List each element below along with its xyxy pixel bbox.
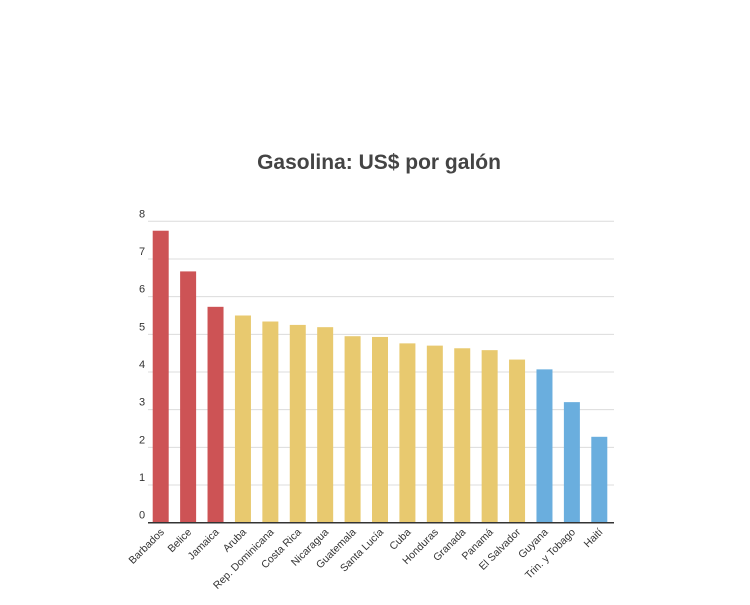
bar <box>207 306 224 523</box>
bar <box>317 327 334 523</box>
bar <box>426 345 443 523</box>
bar <box>180 271 197 523</box>
y-tick-label: 7 <box>139 246 145 258</box>
y-tick-label: 1 <box>139 472 145 484</box>
bar <box>234 315 251 523</box>
chart-title: Gasolina: US$ por galón <box>257 151 501 174</box>
bar <box>262 321 279 523</box>
bar <box>372 336 388 523</box>
bar <box>399 343 416 523</box>
y-tick-label: 0 <box>139 510 145 522</box>
bar <box>536 369 553 523</box>
bar <box>481 350 498 523</box>
y-tick-label: 6 <box>139 284 145 296</box>
bar <box>563 402 580 523</box>
y-tick-label: 4 <box>139 359 145 371</box>
bar <box>509 359 526 523</box>
bar <box>152 230 169 523</box>
bar <box>454 348 471 523</box>
bar <box>591 436 608 523</box>
y-tick-label: 2 <box>139 434 145 446</box>
x-tick-label: Haití <box>582 526 606 550</box>
x-tick-label: Barbados <box>127 526 167 566</box>
bar <box>344 336 361 523</box>
y-tick-label: 8 <box>139 208 145 220</box>
y-tick-label: 5 <box>139 321 145 333</box>
y-tick-label: 3 <box>139 397 145 409</box>
bar <box>289 324 306 523</box>
